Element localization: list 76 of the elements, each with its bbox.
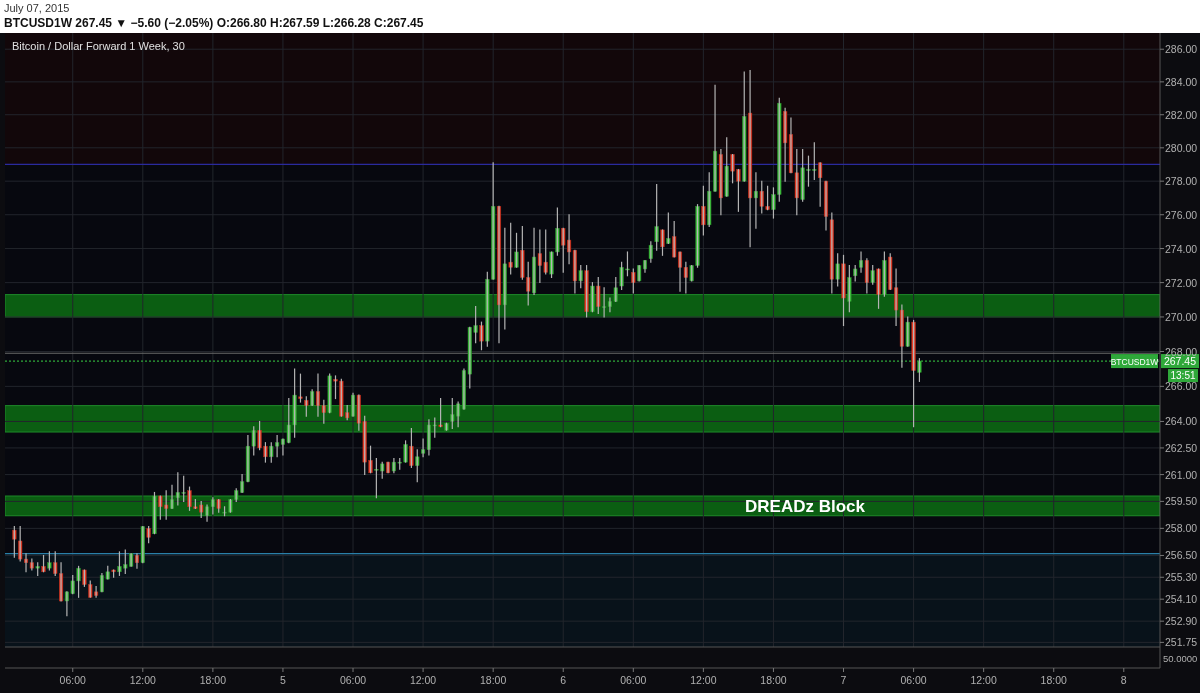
text: Bitcoin / Dollar Forward 1 Week, 30 <box>12 40 185 52</box>
candlestick <box>648 240 653 264</box>
x-tick-label: 06:00 <box>620 674 647 686</box>
x-tick-label: 12:00 <box>970 674 997 686</box>
candlestick <box>660 228 665 257</box>
candlestick <box>724 136 729 198</box>
y-tick-label: 256.50 <box>1165 549 1198 562</box>
y-tick-label: 255.30 <box>1165 571 1198 584</box>
y-tick-label: 251.75 <box>1165 636 1198 649</box>
candlestick <box>818 161 823 208</box>
chart-subtitle: BTCUSD1W 267.45 ▼ −5.60 (−2.05%) O:266.80 H:267.59 L:266.28 C:267.45 <box>4 16 424 30</box>
y-tick-label: 284.00 <box>1165 75 1198 88</box>
candlestick <box>701 185 706 237</box>
y-tick-label: 282.00 <box>1165 108 1198 121</box>
candlestick <box>409 427 414 469</box>
x-tick-label: 7 <box>840 674 847 686</box>
candlestick <box>508 222 513 276</box>
y-tick-label: 259.50 <box>1165 495 1198 508</box>
y-tick-label: 254.10 <box>1165 593 1198 606</box>
candlestick <box>385 461 391 474</box>
x-tick-label: 8 <box>1120 674 1127 686</box>
x-tick-label: 06:00 <box>339 674 367 686</box>
candlestick <box>876 267 881 310</box>
candlestick <box>479 321 484 351</box>
y-tick-label: 276.00 <box>1165 208 1198 221</box>
candlestick <box>835 252 840 288</box>
x-tick-label: 12:00 <box>409 674 437 686</box>
candlestick <box>140 525 145 564</box>
x-tick-label: 12:00 <box>690 674 717 686</box>
text: 50.0000 <box>1163 653 1198 664</box>
candlestick <box>12 525 17 559</box>
text: July 07, 2015 <box>4 2 70 14</box>
y-tick-label: 266.00 <box>1165 380 1198 393</box>
candlestick <box>829 211 834 294</box>
ref-line-label: 267.45 <box>1163 355 1197 368</box>
text: 13:51 <box>1170 370 1196 382</box>
candlestick <box>654 183 659 252</box>
candlestick <box>596 276 601 315</box>
candlestick <box>304 395 309 418</box>
y-tick-label: 252.90 <box>1165 615 1198 628</box>
y-tick-label: 272.00 <box>1165 276 1198 289</box>
x-tick-label: 18:00 <box>760 674 787 686</box>
x-tick-label: 18:00 <box>480 674 507 686</box>
candlestick <box>47 550 52 572</box>
candlestick <box>742 70 747 183</box>
candlestick <box>111 568 116 579</box>
x-tick-label: 6 <box>560 674 567 686</box>
candlestick <box>415 448 420 483</box>
x-tick-label: 18:00 <box>199 674 227 686</box>
x-tick-label: 5 <box>280 674 287 686</box>
y-tick-label: 264.00 <box>1165 415 1198 428</box>
y-tick-label: 261.00 <box>1165 468 1198 481</box>
candlestick <box>584 264 589 319</box>
candlestick <box>578 264 583 289</box>
x-tick-label: 06:00 <box>900 674 927 686</box>
candlestick <box>911 319 916 428</box>
candlestick <box>917 357 922 383</box>
candlestick <box>841 254 846 327</box>
candlestick <box>298 373 303 404</box>
candlestick <box>631 267 636 294</box>
candlestick <box>514 232 519 269</box>
y-tick-label: 278.00 <box>1165 175 1198 188</box>
x-tick-label: 12:00 <box>129 674 157 686</box>
candlestick <box>666 211 671 245</box>
y-tick-label: 262.50 <box>1165 441 1198 454</box>
y-tick-label: 274.00 <box>1165 242 1198 255</box>
candlestick <box>870 264 875 286</box>
y-tick-label: 258.00 <box>1165 522 1198 535</box>
x-tick-label: 06:00 <box>59 674 87 686</box>
x-tick-label: 18:00 <box>1040 674 1068 686</box>
y-tick-label: 286.00 <box>1165 43 1198 56</box>
y-tick-label: 270.00 <box>1165 310 1198 323</box>
y-tick-label: 280.00 <box>1165 141 1198 154</box>
candlestick <box>438 397 443 428</box>
band-label: DREADz Block <box>745 496 866 516</box>
annotation: BTCUSD1W <box>1110 356 1159 367</box>
